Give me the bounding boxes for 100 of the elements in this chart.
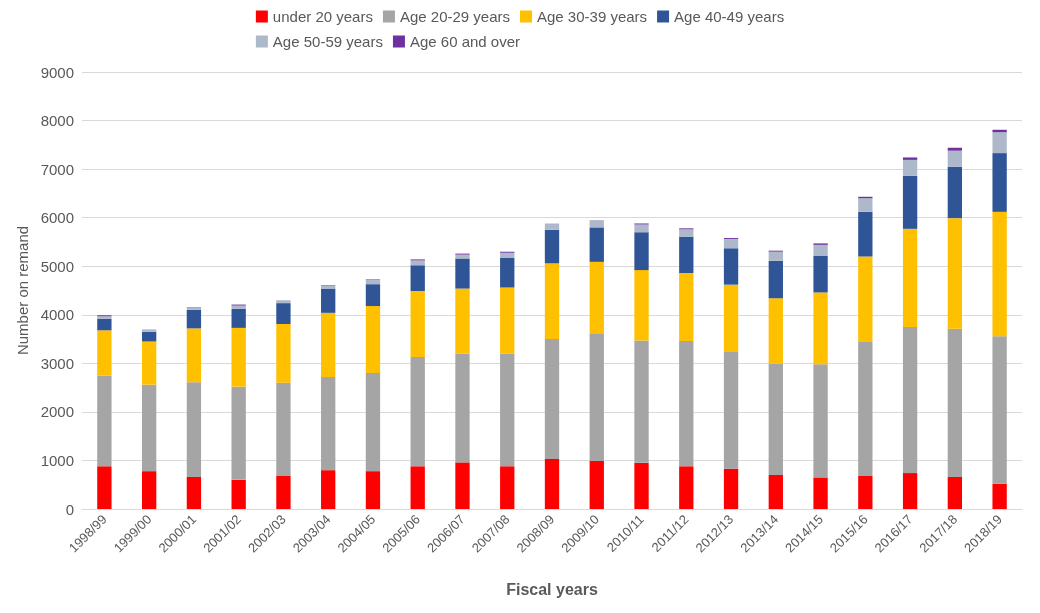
bar (455, 353, 470, 463)
bar (500, 353, 515, 467)
bar (634, 224, 649, 233)
bar (902, 326, 918, 474)
x-axis-title: Fiscal years (506, 580, 598, 598)
bar (544, 229, 560, 264)
bar (365, 284, 381, 307)
bar (500, 287, 515, 354)
legend-label: Age 40-49 years (674, 8, 785, 25)
bar (902, 473, 918, 509)
bar (97, 318, 112, 331)
bar (679, 229, 694, 237)
bar (858, 198, 873, 212)
bar (276, 303, 291, 324)
y-tick-label: 1000 (40, 451, 74, 469)
bar (276, 475, 291, 509)
bar (992, 483, 1007, 509)
bar (634, 462, 649, 509)
bar (679, 341, 694, 467)
bar (544, 263, 560, 340)
bar (902, 159, 918, 176)
bar (947, 150, 963, 167)
bar (410, 357, 425, 467)
bar (902, 157, 918, 160)
bar (321, 470, 336, 509)
bar (321, 376, 336, 471)
y-axis-title: Number on remand (13, 225, 31, 356)
bar (634, 232, 649, 271)
bar (231, 479, 246, 509)
bar (768, 475, 783, 509)
legend-label: Age 20-29 years (399, 8, 511, 25)
bar (858, 211, 873, 257)
bar (141, 471, 157, 509)
y-tick-label: 0 (65, 500, 74, 518)
bar (768, 363, 783, 476)
y-tick-label: 9000 (40, 63, 74, 81)
bar (813, 364, 828, 478)
y-tick-label: 6000 (40, 209, 74, 227)
bar (858, 256, 873, 342)
bar (813, 244, 828, 257)
bar (723, 468, 739, 509)
legend-label: Age 60 and over (409, 33, 521, 50)
y-tick-label: 2000 (40, 403, 74, 421)
bar (947, 218, 963, 329)
bar (231, 327, 246, 387)
bar (410, 290, 425, 358)
bar (276, 324, 291, 383)
bar (813, 477, 828, 509)
bar (231, 386, 246, 480)
bar (455, 258, 470, 289)
bar (679, 466, 694, 509)
y-tick-label: 3000 (40, 354, 74, 372)
bar (186, 328, 202, 383)
bar (500, 252, 515, 258)
bar (97, 466, 112, 509)
bar (455, 462, 470, 509)
bar (902, 175, 918, 229)
bar (365, 373, 381, 472)
bar (231, 308, 246, 328)
bar (589, 333, 604, 461)
bar (992, 336, 1007, 484)
bar (410, 466, 425, 509)
bar (634, 270, 649, 341)
bar (858, 341, 873, 476)
bar (186, 382, 202, 477)
bar (321, 312, 336, 377)
bar (321, 288, 336, 313)
bar (947, 328, 963, 477)
bar (544, 223, 560, 230)
y-tick-label: 7000 (40, 160, 74, 178)
bar (410, 260, 425, 266)
legend-label: Age 50-59 years (272, 33, 383, 50)
bar (768, 251, 783, 261)
bar (365, 279, 381, 285)
y-tick-label: 8000 (40, 112, 74, 130)
bar (723, 284, 739, 352)
bar (679, 236, 694, 274)
bar (589, 227, 604, 262)
bar (186, 309, 202, 329)
bar (947, 476, 963, 509)
bar (992, 132, 1007, 154)
bar (768, 260, 783, 299)
y-tick-label: 4000 (40, 306, 74, 324)
bar (768, 298, 783, 364)
bar (365, 471, 381, 509)
bar (589, 460, 604, 509)
bar (813, 292, 828, 365)
bar (276, 300, 291, 304)
bar (723, 239, 739, 249)
bar (992, 211, 1007, 337)
bar (813, 256, 828, 293)
bar (141, 384, 157, 472)
bar (902, 228, 918, 327)
bar (544, 339, 560, 459)
bar (589, 220, 604, 228)
bar (679, 273, 694, 341)
bar (992, 153, 1007, 212)
bar (500, 466, 515, 509)
bar (141, 331, 157, 342)
bar (723, 351, 739, 469)
